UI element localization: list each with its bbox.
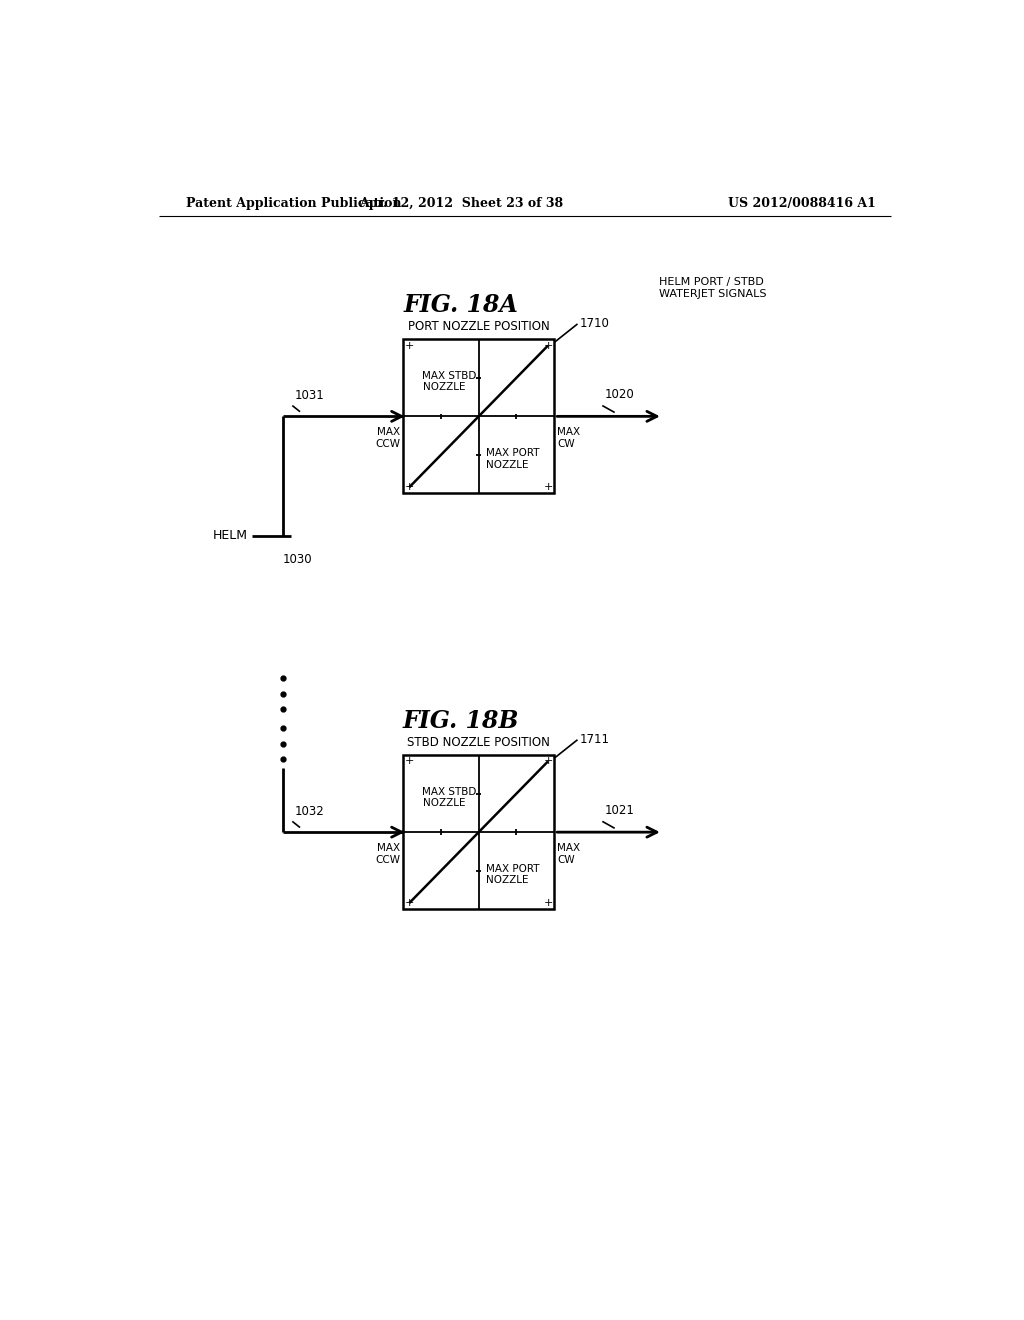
Text: MAX PORT
NOZZLE: MAX PORT NOZZLE xyxy=(486,863,540,886)
Text: +: + xyxy=(544,898,553,908)
Text: 1710: 1710 xyxy=(580,317,609,330)
Text: 1032: 1032 xyxy=(295,805,325,818)
Text: US 2012/0088416 A1: US 2012/0088416 A1 xyxy=(728,197,877,210)
Text: MAX STBD
NOZZLE: MAX STBD NOZZLE xyxy=(423,787,477,808)
Text: STBD NOZZLE POSITION: STBD NOZZLE POSITION xyxy=(408,737,550,748)
Text: 1031: 1031 xyxy=(295,389,325,403)
Text: +: + xyxy=(544,756,553,767)
Text: +: + xyxy=(404,341,414,351)
Text: PORT NOZZLE POSITION: PORT NOZZLE POSITION xyxy=(408,321,550,333)
Text: +: + xyxy=(404,482,414,492)
Text: 1020: 1020 xyxy=(604,388,635,401)
Text: +: + xyxy=(544,482,553,492)
Text: 1030: 1030 xyxy=(283,553,312,566)
Text: HELM: HELM xyxy=(213,529,248,543)
Bar xyxy=(403,755,554,909)
Text: +: + xyxy=(544,341,553,351)
Text: +: + xyxy=(404,898,414,908)
Text: FIG. 18B: FIG. 18B xyxy=(403,709,519,733)
Text: Apr. 12, 2012  Sheet 23 of 38: Apr. 12, 2012 Sheet 23 of 38 xyxy=(359,197,563,210)
Bar xyxy=(403,339,554,494)
Text: HELM PORT / STBD
WATERJET SIGNALS: HELM PORT / STBD WATERJET SIGNALS xyxy=(658,277,766,298)
Text: MAX PORT
NOZZLE: MAX PORT NOZZLE xyxy=(486,447,540,470)
Text: MAX
CCW: MAX CCW xyxy=(375,428,400,449)
Text: +: + xyxy=(404,756,414,767)
Text: MAX
CW: MAX CW xyxy=(557,843,581,865)
Text: 1021: 1021 xyxy=(604,804,635,817)
Text: Patent Application Publication: Patent Application Publication xyxy=(186,197,401,210)
Text: FIG. 18A: FIG. 18A xyxy=(403,293,519,317)
Text: MAX
CCW: MAX CCW xyxy=(375,843,400,865)
Text: MAX
CW: MAX CW xyxy=(557,428,581,449)
Text: MAX STBD
NOZZLE: MAX STBD NOZZLE xyxy=(423,371,477,392)
Text: 1711: 1711 xyxy=(580,733,610,746)
